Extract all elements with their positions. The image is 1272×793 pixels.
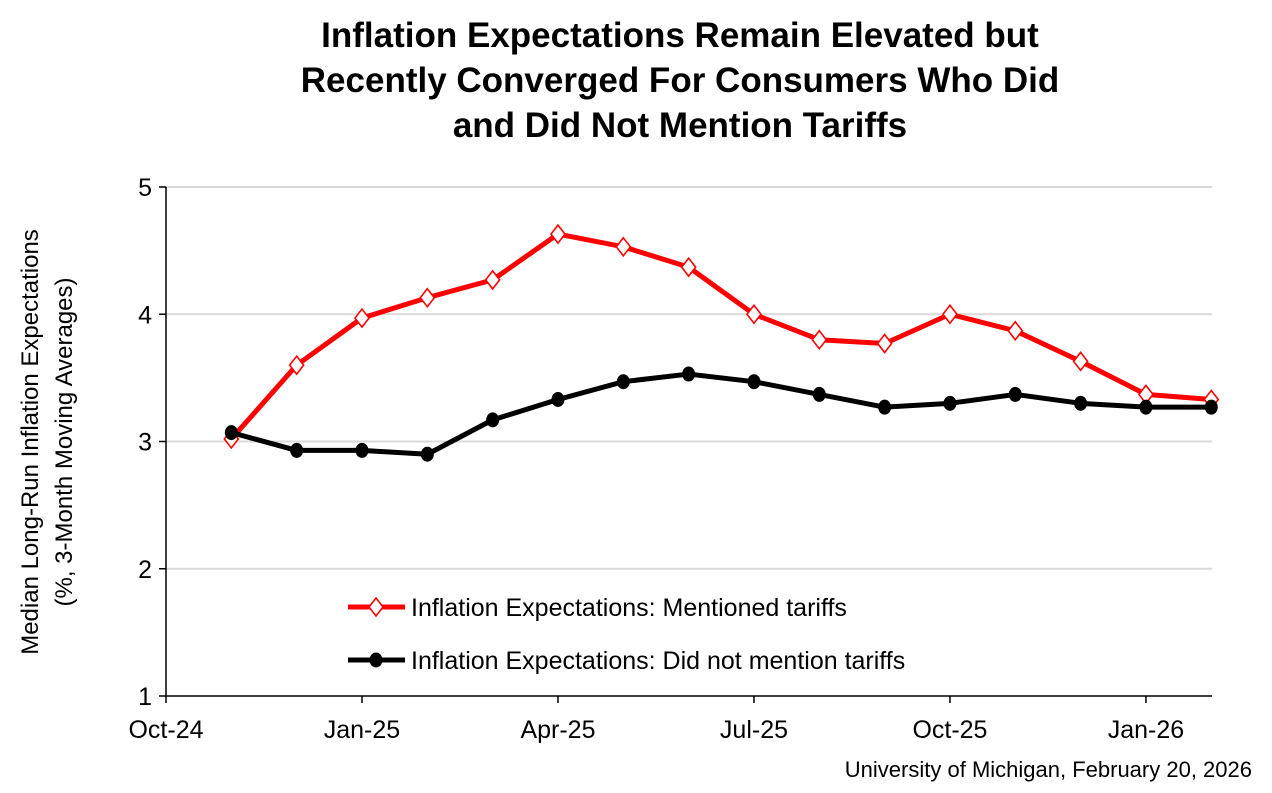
- data-point-circle: [1139, 399, 1153, 415]
- data-point-diamond: [1007, 320, 1024, 342]
- y-tick-label: 2: [138, 556, 152, 584]
- data-point-circle: [616, 374, 630, 390]
- series-line: [230, 371, 1212, 457]
- data-point-circle: [1074, 395, 1088, 411]
- data-point-circle: [943, 395, 957, 411]
- data-point-diamond: [367, 596, 385, 618]
- x-tick-label: Jan-25: [324, 716, 400, 744]
- series-line: [229, 231, 1212, 441]
- legend-item: Inflation Expectations: Did not mention …: [348, 647, 905, 675]
- x-tick-label: Jan-26: [1108, 716, 1184, 744]
- y-tick-label: 4: [138, 301, 152, 329]
- title-line-2: Recently Converged For Consumers Who Did: [301, 61, 1059, 100]
- title-line-1: Inflation Expectations Remain Elevated b…: [321, 16, 1039, 55]
- legend: Inflation Expectations: Mentioned tariff…: [348, 594, 905, 675]
- data-point-circle: [878, 399, 892, 415]
- data-point-diamond: [288, 354, 305, 376]
- y-tick-label: 5: [138, 174, 152, 202]
- data-point-circle: [682, 366, 696, 382]
- data-point-circle: [486, 412, 500, 428]
- x-tick-label: Oct-24: [128, 716, 203, 744]
- y-tick-label: 1: [138, 683, 152, 711]
- data-point-diamond: [353, 307, 371, 329]
- series-did-not-mention-tariffs: [224, 366, 1218, 462]
- y-tick-labels: 1 2 3 4 5: [138, 174, 152, 711]
- data-point-diamond: [745, 303, 762, 325]
- data-point-circle: [551, 392, 565, 408]
- legend-label: Inflation Expectations: Did not mention …: [411, 647, 905, 675]
- data-point-circle: [369, 652, 383, 668]
- data-point-diamond: [811, 329, 828, 351]
- data-point-circle: [812, 386, 826, 402]
- data-point-circle: [355, 442, 369, 458]
- x-tick-labels: Oct-24 Jan-25 Apr-25 Jul-25 Oct-25 Jan-26: [128, 716, 1184, 744]
- x-tick-label: Oct-25: [912, 716, 987, 744]
- data-point-diamond: [484, 269, 501, 291]
- data-point-circle: [224, 425, 238, 441]
- x-tick-label: Jul-25: [720, 716, 788, 744]
- gridlines: [166, 186, 1212, 570]
- data-point-diamond: [549, 223, 566, 245]
- data-point-diamond: [419, 287, 436, 309]
- chart-title: Inflation Expectations Remain Elevated b…: [301, 16, 1059, 145]
- data-point-diamond: [941, 303, 958, 325]
- y-axis-label-line-2: (%, 3-Month Moving Averages): [51, 277, 78, 606]
- legend-label: Inflation Expectations: Mentioned tariff…: [411, 594, 847, 622]
- data-point-circle: [290, 442, 304, 458]
- source-note: University of Michigan, February 20, 202…: [845, 757, 1252, 782]
- axes: [159, 186, 1212, 703]
- x-tick-label: Apr-25: [520, 716, 595, 744]
- y-axis-label-line-1: Median Long-Run Inflation Expectations: [17, 229, 44, 655]
- data-point-diamond: [680, 256, 697, 278]
- legend-item: Inflation Expectations: Mentioned tariff…: [348, 594, 847, 622]
- data-point-diamond: [1072, 351, 1089, 372]
- data-point-circle: [1008, 386, 1022, 402]
- y-tick-label: 3: [138, 429, 152, 457]
- series-mentioned-tariffs: [223, 223, 1220, 450]
- data-point-circle: [420, 446, 434, 462]
- data-point-circle: [1204, 399, 1218, 415]
- series: [223, 223, 1220, 462]
- data-point-diamond: [876, 333, 893, 354]
- title-line-3: and Did Not Mention Tariffs: [453, 106, 907, 145]
- y-axis-label: Median Long-Run Inflation Expectations (…: [17, 229, 78, 655]
- data-point-diamond: [615, 236, 632, 258]
- data-point-circle: [747, 374, 761, 390]
